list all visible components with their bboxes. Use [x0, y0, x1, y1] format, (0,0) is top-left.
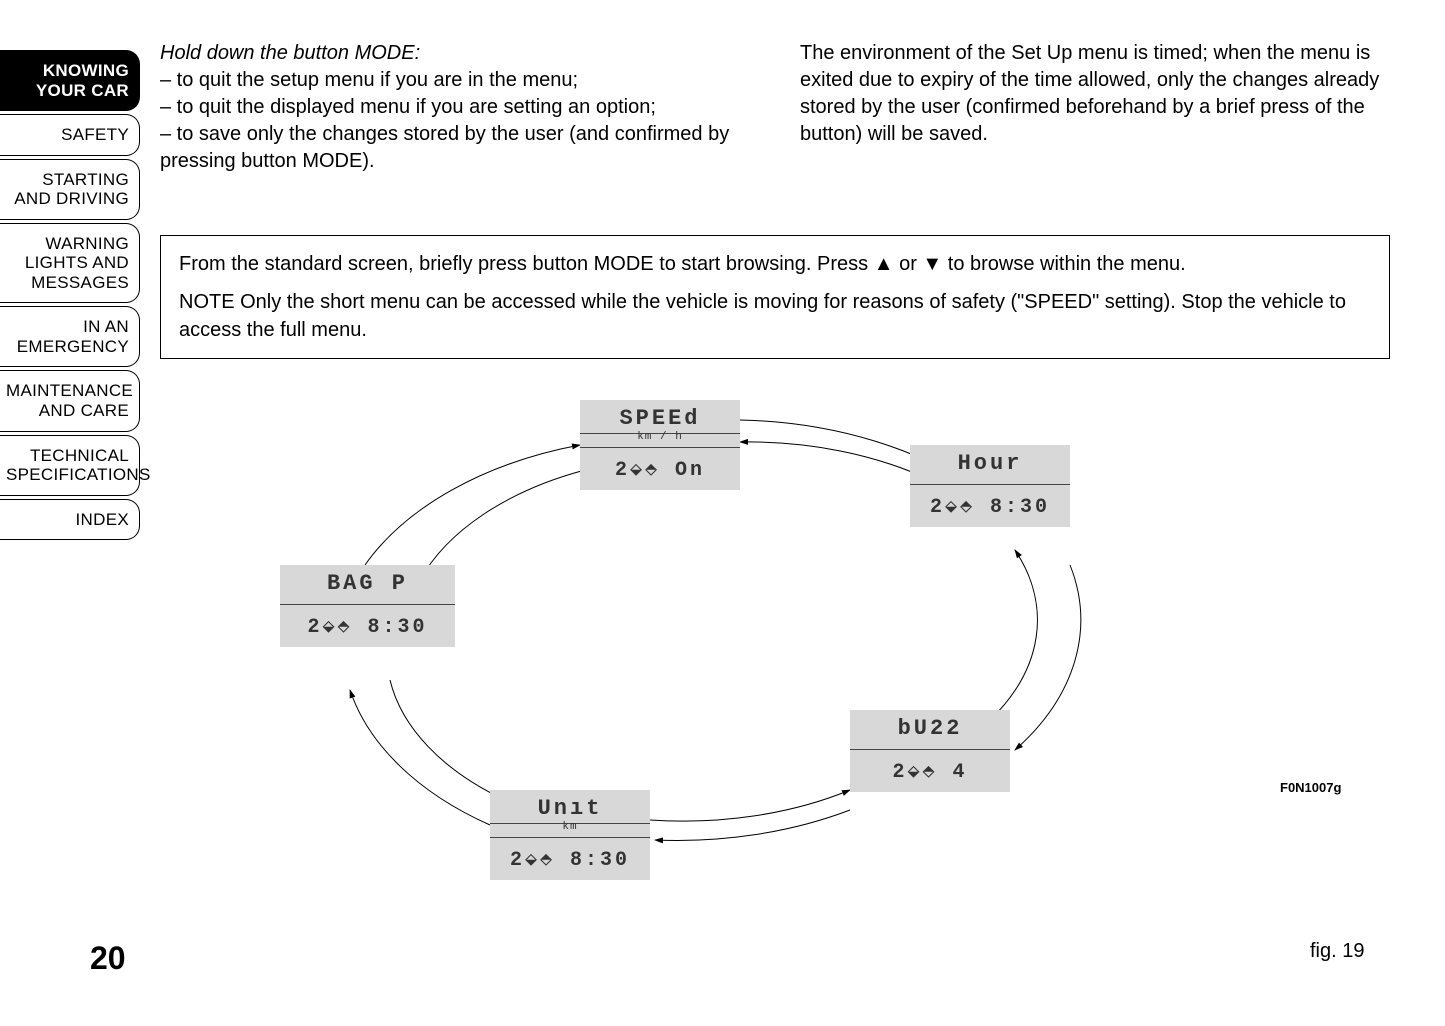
figure-code: F0N1007g: [1280, 780, 1341, 795]
lcd-speed: SPEEd km / h 2⬙⬘ On: [580, 400, 740, 490]
box-para-1: From the standard screen, briefly press …: [179, 250, 1371, 278]
note-box: From the standard screen, briefly press …: [160, 235, 1390, 359]
tab-technical[interactable]: TECHNICAL SPECIFICATIONS: [0, 435, 140, 496]
figure-label: fig. 19: [1310, 940, 1364, 963]
box-para-2: NOTE Only the short menu can be accessed…: [179, 288, 1371, 344]
sidebar-nav: KNOWING YOUR CAR SAFETY STARTING AND DRI…: [0, 50, 140, 543]
tab-knowing-your-car[interactable]: KNOWING YOUR CAR: [0, 50, 140, 111]
lcd-title: bU22: [850, 710, 1010, 750]
tab-warning-lights[interactable]: WARNING LIGHTS AND MESSAGES: [0, 223, 140, 304]
lcd-hour: Hour 2⬙⬘ 8:30: [910, 445, 1070, 527]
lcd-unit: Unıt km 2⬙⬘ 8:30: [490, 790, 650, 880]
menu-flow-diagram: SPEEd km / h 2⬙⬘ On Hour 2⬙⬘ 8:30 bU22 2…: [270, 390, 1170, 930]
page-number: 20: [90, 940, 126, 977]
tab-safety[interactable]: SAFETY: [0, 114, 140, 156]
mode-list: – to quit the setup menu if you are in t…: [160, 67, 760, 175]
page-content: Hold down the button MODE: – to quit the…: [160, 40, 1400, 359]
tab-index[interactable]: INDEX: [0, 499, 140, 541]
mode-heading: Hold down the button MODE:: [160, 40, 760, 67]
tab-starting-driving[interactable]: STARTING AND DRIVING: [0, 159, 140, 220]
lcd-value: 2⬙⬘ 8:30: [280, 605, 455, 647]
lcd-sub: km: [490, 821, 650, 838]
lcd-value: 2⬙⬘ On: [580, 448, 740, 490]
setup-timed-text: The environment of the Set Up menu is ti…: [800, 40, 1400, 148]
lcd-title: BAG P: [280, 565, 455, 605]
lcd-title: Hour: [910, 445, 1070, 485]
lcd-value: 2⬙⬘ 8:30: [490, 838, 650, 880]
lcd-title: SPEEd: [580, 400, 740, 434]
tab-emergency[interactable]: IN AN EMERGENCY: [0, 306, 140, 367]
lcd-value: 2⬙⬘ 4: [850, 750, 1010, 792]
lcd-sub: km / h: [580, 431, 740, 448]
lcd-bagp: BAG P 2⬙⬘ 8:30: [280, 565, 455, 647]
lcd-value: 2⬙⬘ 8:30: [910, 485, 1070, 527]
lcd-buzz: bU22 2⬙⬘ 4: [850, 710, 1010, 792]
tab-maintenance[interactable]: MAINTENANCE AND CARE: [0, 370, 140, 431]
lcd-title: Unıt: [490, 790, 650, 824]
